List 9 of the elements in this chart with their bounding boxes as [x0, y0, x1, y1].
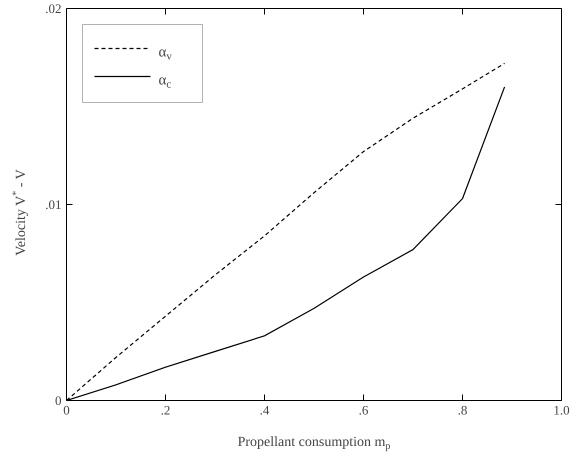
x-tick-label: .6: [358, 402, 369, 418]
y-tick-label: .01: [45, 197, 62, 212]
y-tick-label: 0: [55, 393, 62, 408]
x-tick-label: .2: [160, 402, 170, 418]
y-tick-label: .02: [45, 1, 62, 16]
x-tick-label: .8: [458, 402, 468, 418]
y-axis-title: Velocity V* - V: [11, 169, 29, 256]
x-tick-label: 1.0: [553, 402, 570, 418]
x-tick-label: .4: [260, 402, 270, 418]
